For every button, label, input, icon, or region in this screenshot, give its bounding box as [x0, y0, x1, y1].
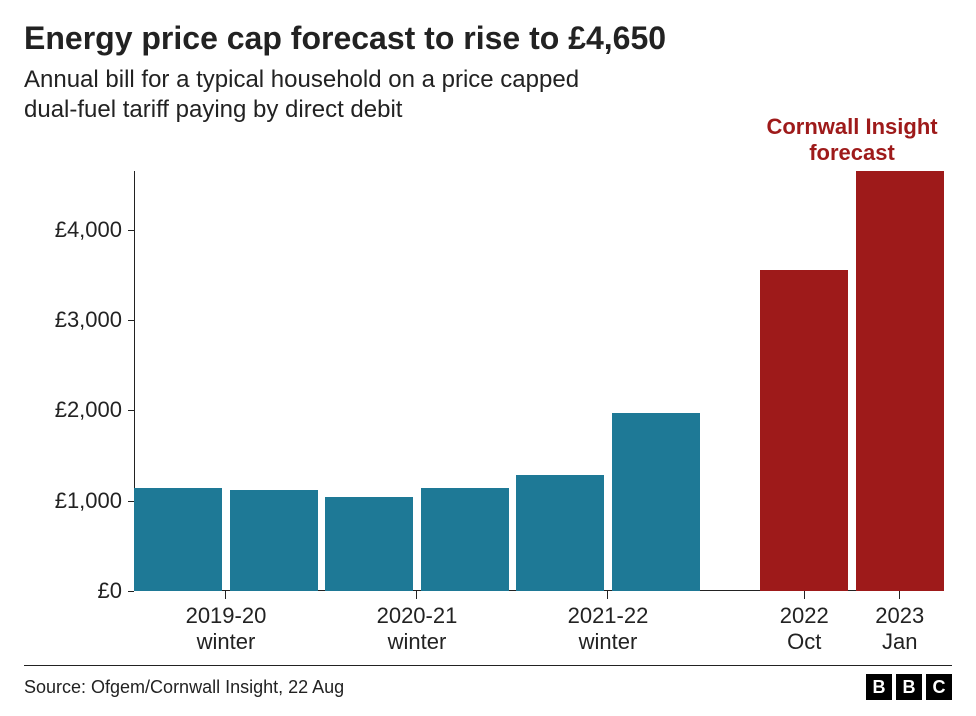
bbc-logo-letter: C — [926, 674, 952, 700]
x-tick-label: 2021-22winter — [538, 603, 678, 656]
bar — [516, 475, 604, 591]
y-tick-mark — [128, 591, 134, 592]
x-tick-mark — [607, 591, 608, 599]
bbc-logo-letter: B — [866, 674, 892, 700]
y-tick-label: £4,000 — [26, 217, 122, 243]
bar — [134, 488, 222, 591]
y-tick-mark — [128, 230, 134, 231]
bar — [856, 171, 944, 591]
source-text: Source: Ofgem/Cornwall Insight, 22 Aug — [24, 677, 344, 698]
forecast-annotation: Cornwall Insightforecast — [742, 114, 962, 165]
y-tick-label: £3,000 — [26, 307, 122, 333]
x-tick-mark — [899, 591, 900, 599]
bar — [760, 270, 848, 591]
plot: £0£1,000£2,000£3,000£4,0002019-20winter2… — [134, 171, 944, 591]
bar — [230, 490, 318, 591]
x-tick-label: 2023Jan — [830, 603, 970, 656]
y-tick-label: £1,000 — [26, 488, 122, 514]
chart-card: Energy price cap forecast to rise to £4,… — [0, 0, 976, 716]
bar — [325, 497, 413, 591]
bar — [612, 413, 700, 591]
chart-footer: Source: Ofgem/Cornwall Insight, 22 Aug B… — [24, 665, 952, 700]
y-tick-mark — [128, 320, 134, 321]
chart-area: Cornwall Insightforecast £0£1,000£2,000£… — [24, 135, 952, 661]
x-tick-label: 2019-20winter — [156, 603, 296, 656]
bbc-logo-letter: B — [896, 674, 922, 700]
bar — [421, 488, 509, 591]
bbc-logo: B B C — [866, 674, 952, 700]
x-tick-mark — [804, 591, 805, 599]
x-tick-label: 2020-21winter — [347, 603, 487, 656]
x-tick-mark — [225, 591, 226, 599]
chart-plot-box: £0£1,000£2,000£3,000£4,0002019-20winter2… — [134, 171, 944, 591]
y-tick-label: £2,000 — [26, 397, 122, 423]
chart-title: Energy price cap forecast to rise to £4,… — [24, 20, 952, 57]
y-tick-label: £0 — [26, 578, 122, 604]
x-tick-mark — [416, 591, 417, 599]
y-tick-mark — [128, 410, 134, 411]
